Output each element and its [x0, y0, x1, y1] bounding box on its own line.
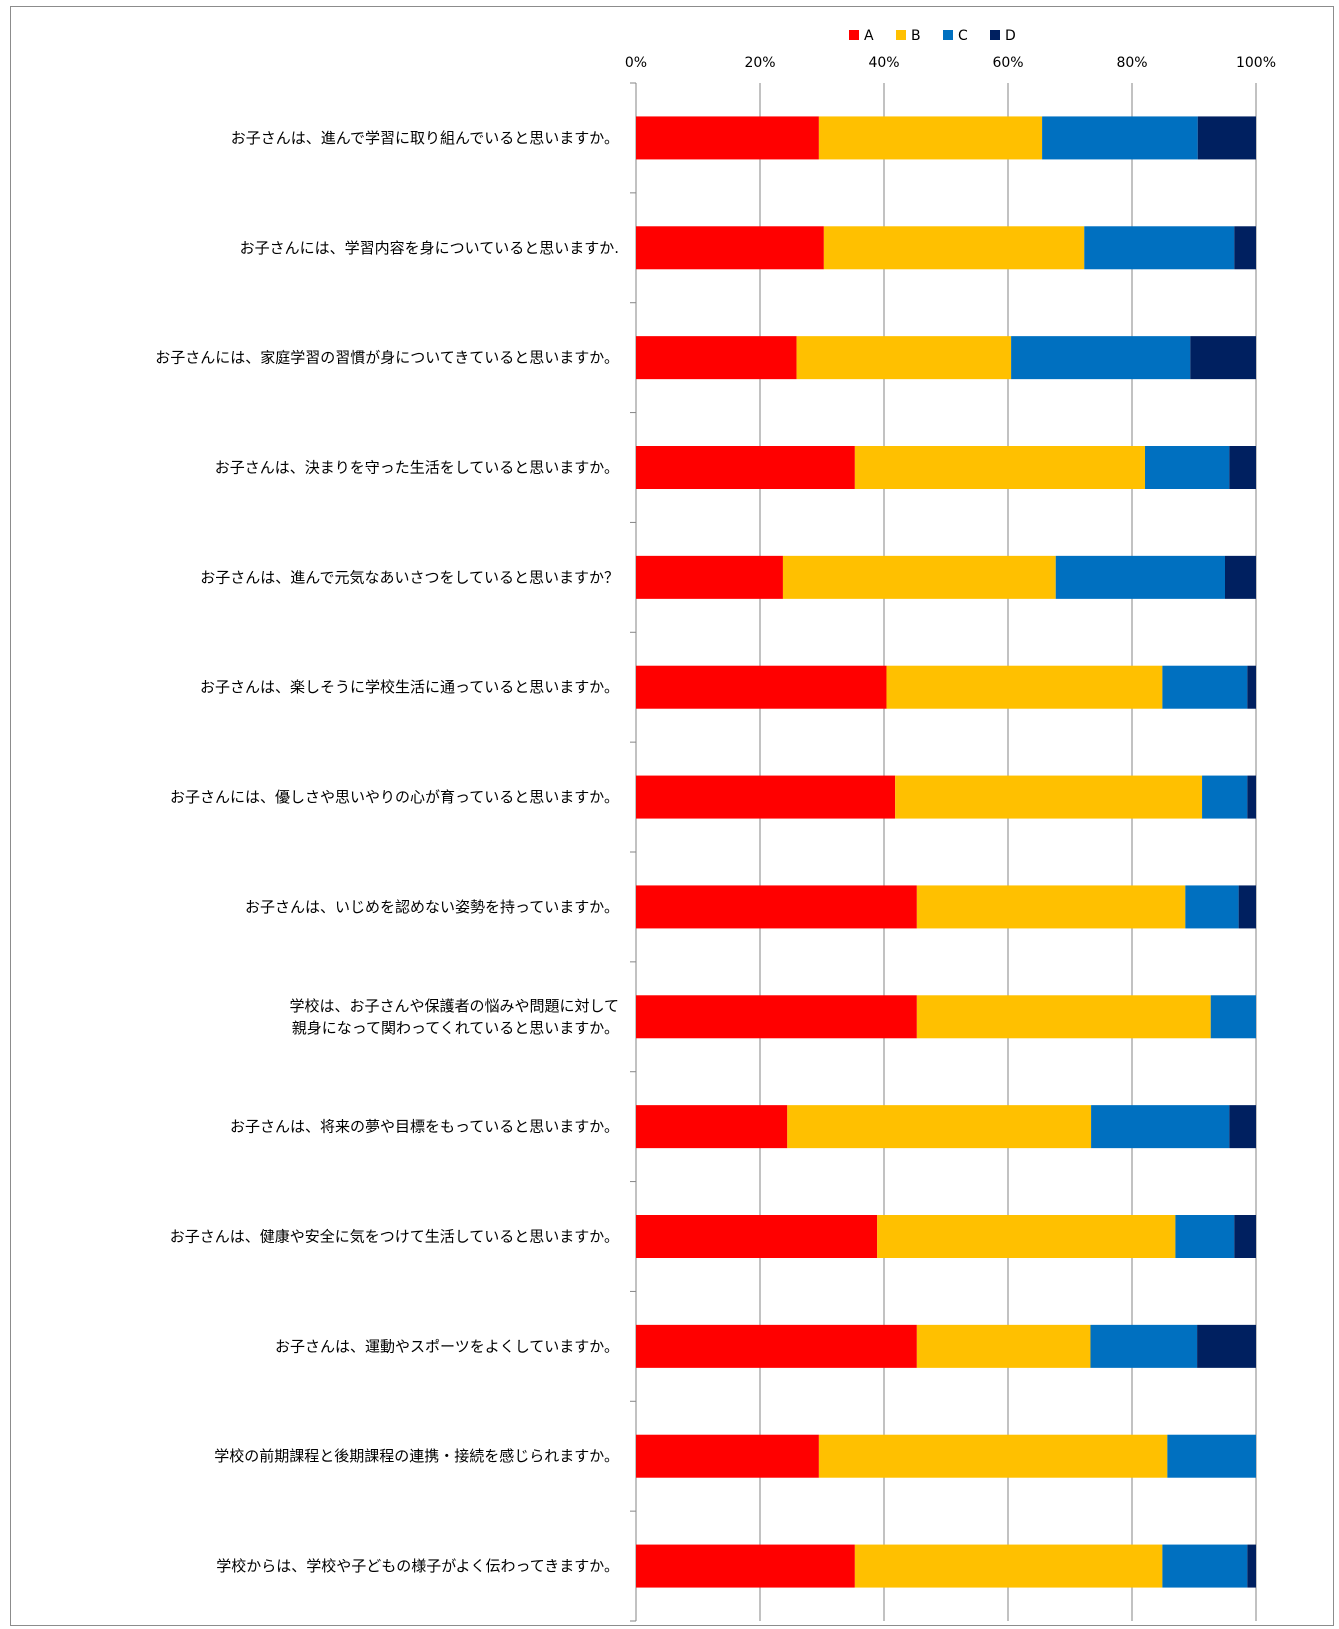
bar-segment-a-8 [636, 885, 917, 929]
x-tick-label-80pct: 80% [1116, 55, 1147, 71]
bar-segment-a-3 [636, 336, 797, 380]
category-label-8: お子さんは、いじめを認めない姿勢を持っていますか。 [245, 898, 619, 916]
bar-segment-b-10 [787, 1105, 1092, 1149]
bar-segment-d-10 [1229, 1105, 1256, 1149]
bar-segment-c-12 [1090, 1324, 1198, 1368]
bar-segment-a-14 [636, 1544, 855, 1588]
bar-segment-a-5 [636, 555, 783, 599]
bar-segment-d-3 [1190, 336, 1256, 380]
bar-segment-d-6 [1247, 665, 1256, 709]
legend-label-a: A [864, 28, 874, 44]
bar-segment-d-4 [1229, 446, 1256, 489]
bar-segment-b-12 [916, 1324, 1091, 1368]
bar-segment-b-3 [796, 336, 1012, 380]
legend-swatch-b [896, 30, 906, 40]
bar-segment-b-9 [916, 995, 1211, 1039]
bar-segment-a-4 [636, 446, 855, 489]
category-label-7: お子さんには、優しさや思いやりの心が育っていると思いますか。 [170, 788, 619, 806]
bar-segment-d-1 [1197, 116, 1256, 160]
category-label-2: お子さんには、学習内容を身についていると思いますか. [240, 239, 619, 257]
bar-segment-a-12 [636, 1324, 917, 1368]
category-label-11: お子さんは、健康や安全に気をつけて生活していると思いますか。 [170, 1228, 619, 1246]
bar-segment-b-14 [854, 1544, 1163, 1588]
bar-segment-b-2 [823, 226, 1085, 270]
bar-segment-a-10 [636, 1105, 788, 1149]
category-label-10: お子さんは、将来の夢や目標をもっていると思いますか。 [230, 1118, 619, 1136]
bar-segment-a-1 [636, 116, 819, 160]
bar-segment-a-9 [636, 995, 917, 1039]
bar-segment-c-6 [1162, 665, 1248, 709]
category-label-14: 学校からは、学校や子どもの様子がよく伝わってきますか。 [216, 1557, 619, 1575]
bar-segment-c-7 [1202, 775, 1248, 819]
bar-segment-c-11 [1175, 1215, 1235, 1258]
bar-segment-c-10 [1091, 1105, 1230, 1149]
bar-segment-a-7 [636, 775, 896, 819]
category-label-5: お子さんは、進んで元気なあいさつをしていると思いますか？ [200, 568, 619, 586]
bar-segment-a-11 [636, 1215, 878, 1258]
bar-segment-a-13 [636, 1434, 819, 1478]
legend-label-b: B [911, 28, 921, 44]
bar-segment-c-9 [1210, 995, 1256, 1039]
bar-segment-c-3 [1011, 336, 1191, 380]
bar-segment-c-8 [1185, 885, 1239, 929]
x-tick-label-20pct: 20% [744, 55, 775, 71]
bar-segment-b-13 [818, 1434, 1168, 1478]
bar-segment-c-1 [1042, 116, 1198, 160]
bar-segment-b-4 [854, 446, 1146, 489]
bar-segment-c-14 [1162, 1544, 1248, 1588]
bar-segment-c-5 [1055, 555, 1225, 599]
bar-segment-c-4 [1145, 446, 1230, 489]
bar-segment-d-5 [1225, 555, 1256, 599]
category-label-4: お子さんは、決まりを守った生活をしていると思いますか。 [215, 459, 619, 477]
bar-segment-b-7 [895, 775, 1203, 819]
chart-frame: 0% 20% 40% 60% 80% 100% お子さんは、進んで学習に取り組んでいると思い… [10, 6, 1334, 1626]
category-label-13: 学校の前期課程と後期課程の連携・接続を感じられますか。 [214, 1447, 619, 1465]
bar-segment-a-6 [636, 665, 887, 709]
category-label-6: お子さんは、楽しそうに学校生活に通っていると思いますか。 [200, 678, 619, 696]
bar-segment-d-2 [1234, 226, 1256, 270]
stacked-bar-chart: 0% 20% 40% 60% 80% 100% お子さんは、進んで学習に取り組んでいると思い… [155, 28, 1276, 1622]
bar-segment-b-11 [877, 1215, 1176, 1258]
x-tick-label-0pct: 0% [625, 55, 647, 71]
legend-label-d: D [1005, 28, 1016, 44]
category-label-12: お子さんは、運動やスポーツをよくしていますか。 [275, 1337, 619, 1355]
x-tick-label-60pct: 60% [992, 55, 1023, 71]
bar-segment-d-8 [1238, 885, 1256, 929]
bar-segment-c-2 [1084, 226, 1235, 270]
bar-segment-d-14 [1247, 1544, 1256, 1588]
bar-segment-d-11 [1234, 1215, 1256, 1258]
legend-swatch-c [943, 30, 953, 40]
bar-segment-a-2 [636, 226, 824, 270]
category-label-9: 学校は、お子さんや保護者の悩みや問題に対して親身になって関わってくれていると思い… [289, 997, 619, 1037]
bar-segment-b-8 [916, 885, 1186, 929]
x-tick-label-40pct: 40% [868, 55, 899, 71]
bar-segment-b-1 [818, 116, 1043, 160]
bar-segment-d-12 [1197, 1324, 1256, 1368]
x-tick-label-100pct: 100% [1236, 55, 1276, 71]
bar-segment-c-13 [1167, 1434, 1256, 1478]
legend-label-c: C [958, 28, 968, 44]
bar-segment-b-5 [782, 555, 1056, 599]
bar-segment-b-6 [886, 665, 1163, 709]
legend-swatch-a [849, 30, 859, 40]
category-label-3: お子さんには、家庭学習の習慣が身についてきていると思いますか。 [155, 349, 619, 367]
category-label-1: お子さんは、進んで学習に取り組んでいると思いますか。 [231, 129, 619, 147]
bar-segment-d-7 [1247, 775, 1256, 819]
legend-swatch-d [990, 30, 1000, 40]
